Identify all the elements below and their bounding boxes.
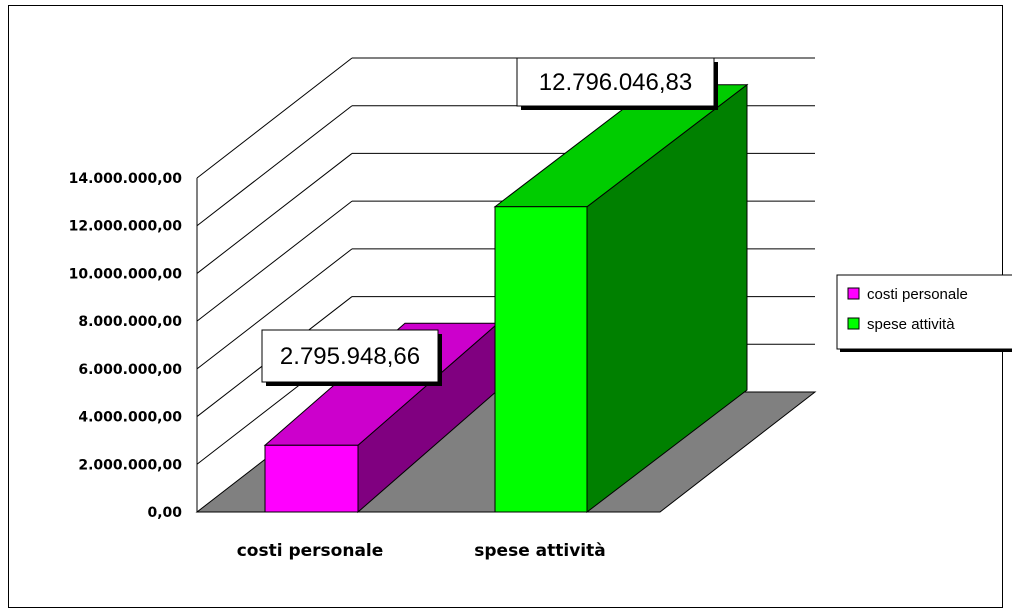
- legend-label: costi personale: [867, 286, 968, 303]
- y-tick-label: 8.000.000,00: [78, 314, 182, 330]
- data-label-box: [261, 329, 439, 383]
- y-tick-label: 14.000.000,00: [69, 171, 183, 187]
- bar-costi-personale: [264, 444, 359, 513]
- gridline-diagonal: [196, 57, 353, 179]
- data-label: 2.795.948,66: [280, 343, 420, 370]
- gridline-diagonal: [196, 200, 353, 322]
- y-tick-label: 0,00: [147, 505, 182, 521]
- bar-spese-attivita: [494, 206, 588, 513]
- legend: [836, 274, 1012, 350]
- category-label: costi personale: [237, 541, 384, 561]
- gridline-diagonal: [196, 153, 353, 274]
- y-tick-label: 10.000.000,00: [69, 266, 183, 282]
- y-tick-label: 12.000.000,00: [69, 219, 183, 235]
- legend-swatch: [847, 317, 860, 330]
- gridline-diagonal: [196, 105, 353, 227]
- data-label-box: [516, 57, 715, 107]
- gridline-diagonal: [196, 248, 353, 370]
- category-label: spese attività: [474, 541, 605, 561]
- legend-label: spese attività: [867, 316, 955, 333]
- y-tick-label: 2.000.000,00: [78, 457, 182, 473]
- y-tick-label: 4.000.000,00: [78, 410, 182, 426]
- data-label: 12.796.046,83: [539, 69, 692, 96]
- y-tick-label: 6.000.000,00: [78, 362, 182, 378]
- legend-swatch: [847, 287, 860, 300]
